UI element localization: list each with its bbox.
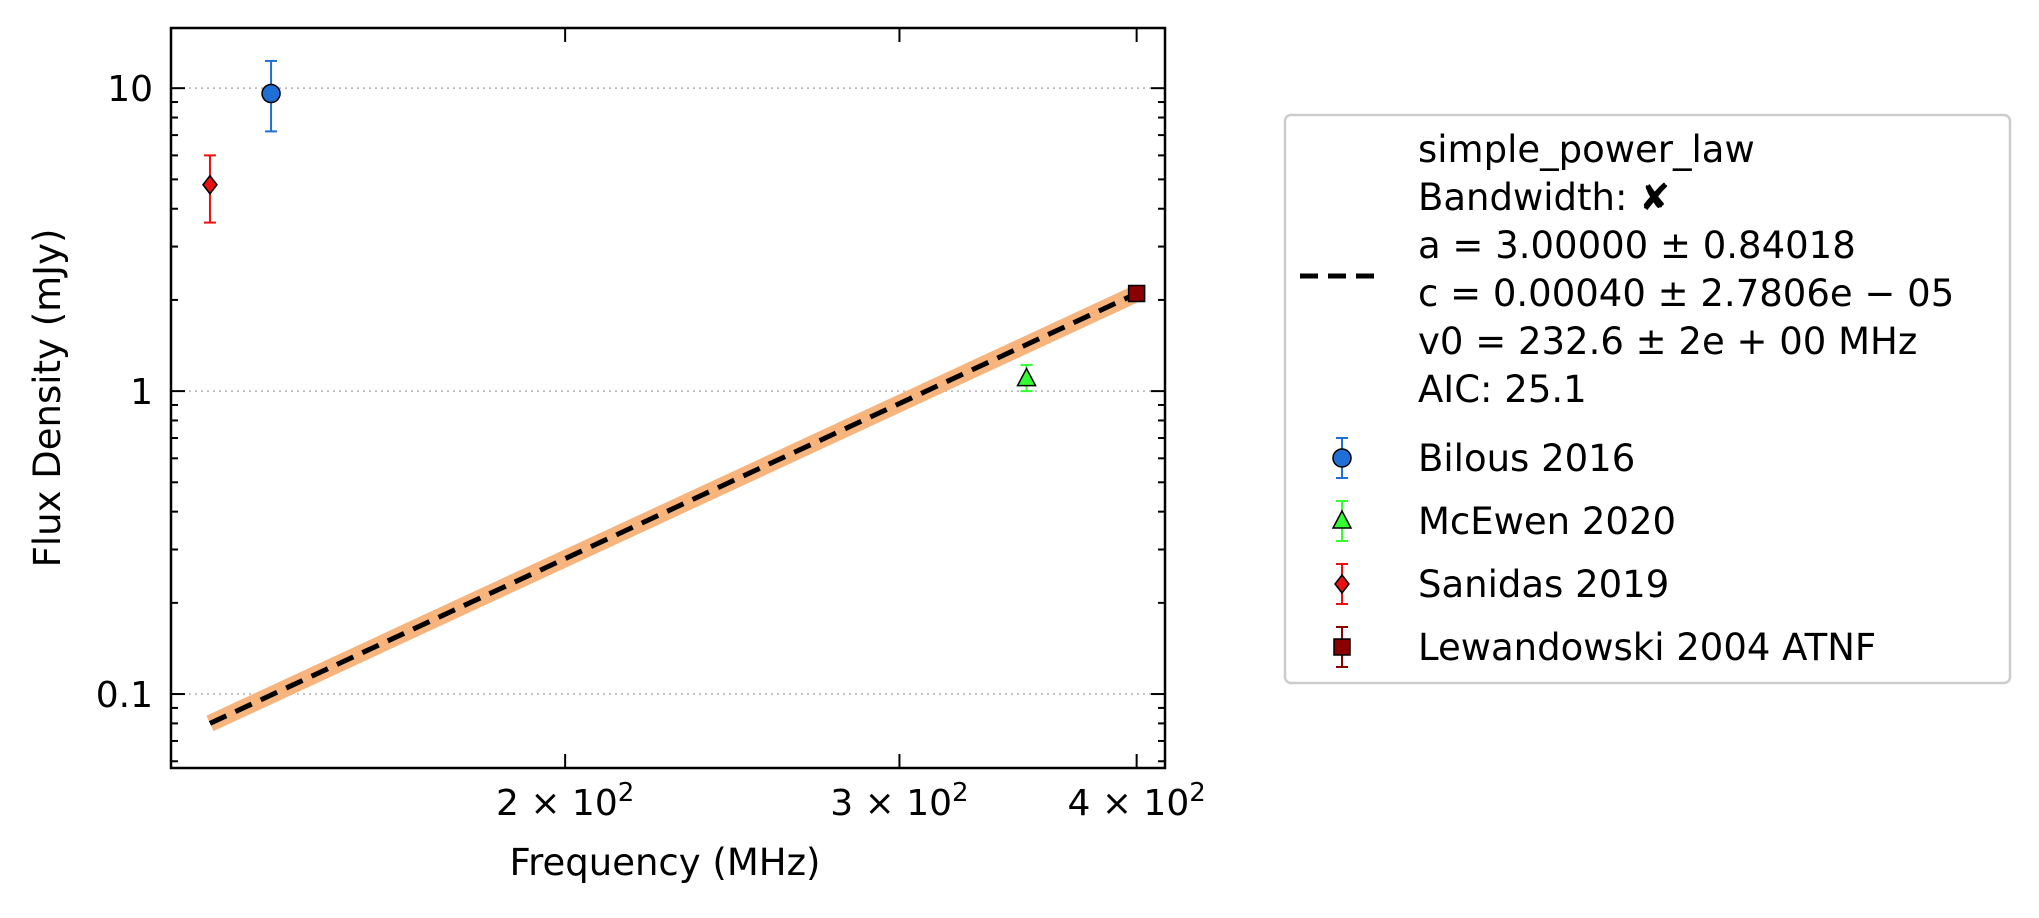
- legend-fit-line: v0 = 232.6 ± 2e + 00 MHz: [1418, 320, 1917, 363]
- legend-label: McEwen 2020: [1418, 500, 1676, 543]
- fit-line: [208, 291, 1138, 726]
- legend-marker-square: [1333, 638, 1351, 656]
- legend-label: Bilous 2016: [1418, 437, 1635, 480]
- data-points: [202, 59, 1146, 393]
- x-tick-label: 3 × 102: [830, 778, 968, 824]
- legend-frame: [1283, 113, 2012, 685]
- legend-fit-line: AIC: 25.1: [1418, 368, 1587, 411]
- legend-fit-text: simple_power_law Bandwidth: ✘ a = 3.00000 …: [1418, 128, 1954, 411]
- legend-fit-line: Bandwidth: ✘: [1418, 176, 1670, 219]
- x-tick-label: 2 × 102: [496, 778, 634, 824]
- y-tick-label: 0.1: [96, 675, 153, 716]
- grid-lines: [171, 87, 1165, 695]
- y-tick-label: 10: [107, 69, 153, 110]
- data-point-square: [1127, 284, 1146, 303]
- legend-entries: Bilous 2016 McEwen 2020 Sanidas 2019 Lewand…: [1331, 437, 1876, 669]
- data-point-diamond: [202, 174, 218, 195]
- y-axis-label: Flux Density (mJy): [26, 229, 69, 568]
- fit-line: [208, 291, 1138, 726]
- legend-label: Sanidas 2019: [1418, 563, 1669, 606]
- x-axis-label: Frequency (MHz): [510, 841, 821, 884]
- legend-label: Lewandowski 2004 ATNF: [1418, 626, 1876, 669]
- legend-fit-line: c = 0.00040 ± 2.7806e − 05: [1418, 272, 1954, 315]
- legend: simple_power_law Bandwidth: ✘ a = 3.00000 …: [1283, 113, 2012, 685]
- y-tick-label: 1: [130, 372, 153, 413]
- plot-frame: [169, 26, 1167, 770]
- x-tick-label: 4 × 102: [1067, 778, 1205, 824]
- legend-fit-line: a = 3.00000 ± 0.84018: [1418, 224, 1856, 267]
- data-point-circle: [261, 83, 281, 104]
- legend-fit-line: simple_power_law: [1418, 128, 1755, 171]
- axis-ticks: [171, 28, 1165, 768]
- legend-marker-diamond: [1334, 573, 1350, 595]
- tick-labels: 0.1 1 10 2 × 102 3 × 102 4 × 102: [96, 69, 1206, 824]
- data-point-triangle: [1016, 366, 1037, 387]
- legend-marker-circle: [1332, 448, 1352, 468]
- legend-marker-triangle: [1331, 509, 1353, 529]
